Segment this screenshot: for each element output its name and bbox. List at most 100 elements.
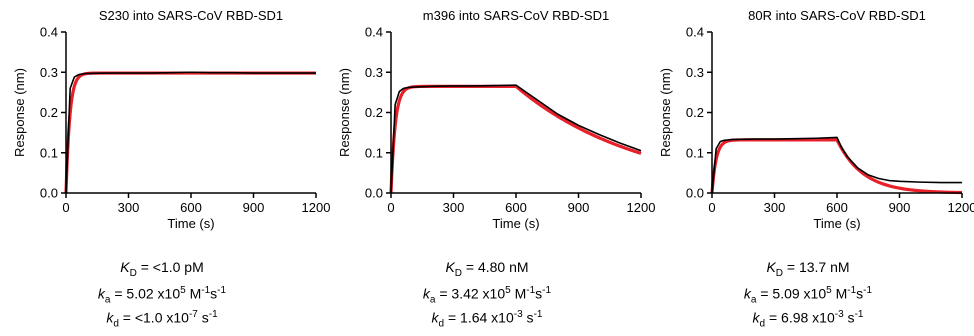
x-tick-label: 600 bbox=[505, 200, 527, 215]
ka-value: = 3.42 x10 bbox=[435, 285, 506, 302]
ka-unit2: s bbox=[856, 285, 864, 302]
y-axis-label: Response (nm) bbox=[337, 68, 352, 157]
koff-unit-exponent: -1 bbox=[208, 309, 218, 320]
y-axis-label: Response (nm) bbox=[12, 68, 27, 157]
x-tick-label: 900 bbox=[243, 200, 265, 215]
ka-unit-exponent: -1 bbox=[201, 285, 211, 296]
koff-value: = <1.0 x10 bbox=[118, 309, 189, 326]
koff-unit: s bbox=[197, 309, 209, 326]
kd-subscript: D bbox=[775, 267, 784, 279]
x-tick-label: 600 bbox=[826, 200, 848, 215]
chart-panel-80r: 80R into SARS-CoV RBD-SD1 0.0 0.1 0.2 0.3 0.4… bbox=[646, 0, 974, 331]
x-axis-label: Time (s) bbox=[167, 216, 214, 231]
y-tick-label: 0.0 bbox=[40, 186, 58, 201]
observed-curve bbox=[65, 71, 316, 194]
ka-subscript: a bbox=[429, 294, 436, 306]
ka-exponent: 5 bbox=[826, 285, 832, 296]
ka-value: = 5.02 x10 bbox=[110, 285, 181, 302]
ka-unit-exponent: -1 bbox=[847, 285, 857, 296]
x-tick-label: 0 bbox=[62, 200, 69, 215]
kd-line: KD = <1.0 pM bbox=[0, 255, 324, 286]
ka-symbol: k bbox=[97, 285, 105, 302]
ka-line: ka = 3.42 x105 M-1s-1 bbox=[325, 279, 649, 312]
ka-unit2-exponent: -1 bbox=[217, 285, 227, 296]
x-axis-label: Time (s) bbox=[492, 216, 539, 231]
chart-title: 80R into SARS-CoV RBD-SD1 bbox=[748, 8, 926, 23]
kd-subscript: D bbox=[454, 267, 463, 279]
observed-curve bbox=[390, 84, 642, 194]
ka-unit-exponent: -1 bbox=[526, 285, 536, 296]
x-tick-label: 900 bbox=[889, 200, 911, 215]
koff-unit: s bbox=[843, 309, 855, 326]
y-tick-label: 0.4 bbox=[365, 25, 383, 40]
ka-unit: M bbox=[185, 285, 202, 302]
chart-title: S230 into SARS-CoV RBD-SD1 bbox=[99, 8, 283, 23]
koff-line: kd = <1.0 x10-7 s-1 bbox=[0, 303, 324, 336]
ka-symbol: k bbox=[743, 285, 751, 302]
y-tick-label: 0.4 bbox=[40, 25, 58, 40]
y-tick-label: 0.3 bbox=[686, 65, 704, 80]
koff-line: kd = 1.64 x10-3 s-1 bbox=[325, 303, 649, 336]
koff-symbol: k bbox=[106, 309, 114, 326]
x-tick-label: 300 bbox=[118, 200, 140, 215]
fit-curve bbox=[389, 84, 642, 194]
koff-symbol: k bbox=[752, 309, 760, 326]
koff-symbol: k bbox=[431, 309, 439, 326]
y-axis-label: Response (nm) bbox=[658, 68, 673, 157]
koff-value: = 1.64 x10 bbox=[444, 309, 514, 326]
x-tick-label: 300 bbox=[443, 200, 465, 215]
kd-line: KD = 4.80 nM bbox=[325, 255, 649, 286]
koff-line: kd = 6.98 x10-3 s-1 bbox=[646, 303, 970, 336]
kd-value: = 4.80 nM bbox=[462, 259, 529, 275]
y-tick-label: 0.1 bbox=[686, 145, 704, 160]
x-tick-label: 1200 bbox=[627, 200, 656, 215]
x-tick-label: 1200 bbox=[302, 200, 331, 215]
y-tick-label: 0.4 bbox=[686, 25, 704, 40]
y-tick-label: 0.3 bbox=[365, 65, 383, 80]
koff-unit: s bbox=[522, 309, 534, 326]
kd-symbol: K bbox=[445, 259, 455, 275]
ka-exponent: 5 bbox=[180, 285, 186, 296]
ka-unit: M bbox=[510, 285, 527, 302]
koff-subscript: d bbox=[113, 318, 119, 330]
y-tick-label: 0.3 bbox=[40, 65, 58, 80]
ka-unit2-exponent: -1 bbox=[542, 285, 552, 296]
chart-title: m396 into SARS-CoV RBD-SD1 bbox=[423, 8, 609, 23]
ka-subscript: a bbox=[104, 294, 111, 306]
koff-exponent: -3 bbox=[834, 309, 844, 320]
y-tick-label: 0.2 bbox=[40, 105, 58, 120]
koff-exponent: -3 bbox=[513, 309, 523, 320]
x-tick-label: 300 bbox=[764, 200, 786, 215]
koff-unit-exponent: -1 bbox=[854, 309, 864, 320]
y-tick-label: 0.1 bbox=[40, 145, 58, 160]
y-tick-label: 0.2 bbox=[365, 105, 383, 120]
ka-line: ka = 5.09 x105 M-1s-1 bbox=[646, 279, 970, 312]
ka-exponent: 5 bbox=[505, 285, 511, 296]
koff-exponent: -7 bbox=[188, 309, 198, 320]
y-tick-label: 0.0 bbox=[686, 186, 704, 201]
ka-subscript: a bbox=[750, 294, 757, 306]
ka-unit: M bbox=[831, 285, 848, 302]
koff-value: = 6.98 x10 bbox=[765, 309, 835, 326]
chart-s230: S230 into SARS-CoV RBD-SD1 0.0 0.1 0.2 0.3 0.… bbox=[12, 8, 330, 231]
x-tick-label: 0 bbox=[708, 200, 715, 215]
y-tick-label: 0.0 bbox=[365, 186, 383, 201]
y-tick-label: 0.1 bbox=[365, 145, 383, 160]
chart-80r: 80R into SARS-CoV RBD-SD1 0.0 0.1 0.2 0.3 0.4… bbox=[658, 8, 974, 231]
kd-subscript: D bbox=[129, 267, 137, 279]
koff-subscript: d bbox=[438, 318, 445, 330]
fit-curve bbox=[64, 71, 317, 194]
kd-value: = <1.0 pM bbox=[136, 259, 204, 275]
fit-curve bbox=[710, 138, 963, 195]
x-tick-label: 900 bbox=[568, 200, 590, 215]
x-axis-label: Time (s) bbox=[813, 216, 860, 231]
y-tick-label: 0.2 bbox=[686, 105, 704, 120]
kd-symbol: K bbox=[120, 259, 130, 275]
chart-panel-s230: S230 into SARS-CoV RBD-SD1 0.0 0.1 0.2 0.3 0.… bbox=[0, 0, 330, 331]
chart-m396: m396 into SARS-CoV RBD-SD1 0.0 0.1 0.2 0.3 0.… bbox=[337, 8, 655, 231]
x-tick-label: 600 bbox=[180, 200, 202, 215]
chart-panel-m396: m396 into SARS-CoV RBD-SD1 0.0 0.1 0.2 0.3 0.… bbox=[325, 0, 655, 331]
observed-curve bbox=[711, 136, 962, 194]
x-tick-label: 0 bbox=[387, 200, 394, 215]
koff-subscript: d bbox=[759, 318, 766, 330]
